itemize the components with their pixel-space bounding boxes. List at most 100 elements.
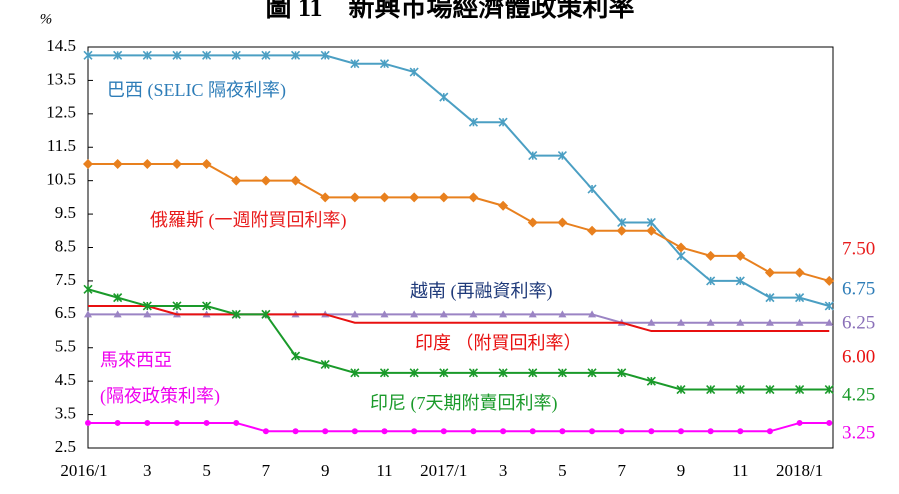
point bbox=[737, 428, 744, 435]
point bbox=[173, 419, 180, 426]
end-value-label: 6.00 bbox=[842, 346, 875, 367]
point bbox=[706, 276, 716, 286]
point bbox=[262, 428, 269, 435]
legend-label: 馬來西亞 bbox=[100, 350, 172, 370]
y-unit: % bbox=[40, 11, 53, 27]
point bbox=[203, 419, 210, 426]
point bbox=[440, 428, 447, 435]
point bbox=[528, 151, 538, 161]
point bbox=[410, 310, 419, 318]
point bbox=[706, 384, 716, 395]
point bbox=[766, 428, 773, 435]
x-tick-label: 2016/1 bbox=[60, 461, 107, 480]
point bbox=[322, 428, 329, 435]
point bbox=[587, 368, 597, 378]
point bbox=[231, 175, 242, 186]
x-tick-label: 11 bbox=[376, 461, 392, 480]
series-line bbox=[88, 304, 830, 333]
point bbox=[142, 301, 152, 311]
point bbox=[498, 200, 509, 211]
point bbox=[528, 310, 537, 318]
point bbox=[320, 192, 331, 203]
point bbox=[498, 368, 508, 378]
point bbox=[349, 192, 360, 203]
point bbox=[795, 384, 805, 395]
point bbox=[707, 428, 714, 435]
point bbox=[470, 428, 477, 435]
point bbox=[646, 225, 657, 236]
point bbox=[527, 217, 538, 228]
point bbox=[794, 267, 805, 278]
point bbox=[172, 50, 182, 60]
x-tick-label: 3 bbox=[499, 461, 508, 480]
point bbox=[439, 310, 448, 318]
y-tick-label: 3.5 bbox=[55, 403, 76, 422]
point bbox=[468, 117, 479, 127]
y-tick-label: 6.5 bbox=[55, 303, 76, 322]
y-tick-label: 14.5 bbox=[46, 36, 76, 55]
point bbox=[290, 351, 301, 361]
x-tick-label: 3 bbox=[143, 461, 152, 480]
end-value-label: 7.50 bbox=[842, 238, 875, 259]
point bbox=[676, 384, 686, 395]
point bbox=[648, 428, 655, 435]
point bbox=[559, 428, 566, 435]
point bbox=[825, 318, 834, 326]
point bbox=[587, 184, 597, 194]
y-tick-label: 4.5 bbox=[55, 370, 76, 389]
point bbox=[202, 50, 212, 60]
end-value-label: 4.25 bbox=[842, 384, 875, 405]
point bbox=[381, 428, 388, 435]
point bbox=[438, 192, 449, 203]
point bbox=[796, 419, 803, 426]
point bbox=[85, 419, 91, 426]
point bbox=[616, 225, 627, 236]
y-tick-label: 13.5 bbox=[46, 69, 76, 88]
y-tick-label: 2.5 bbox=[55, 437, 76, 456]
point bbox=[500, 428, 507, 435]
point bbox=[736, 318, 745, 326]
point bbox=[172, 301, 182, 311]
chart-title: 圖 11 新興市場經濟體政策利率 bbox=[265, 0, 634, 22]
point bbox=[646, 217, 656, 228]
point bbox=[439, 368, 449, 378]
x-tick-label: 11 bbox=[732, 461, 748, 480]
point bbox=[557, 368, 567, 378]
point bbox=[409, 192, 420, 203]
point bbox=[617, 217, 627, 228]
point bbox=[589, 428, 596, 435]
x-tick-label: 2017/1 bbox=[420, 461, 467, 480]
point bbox=[83, 158, 93, 169]
point bbox=[676, 251, 686, 261]
legend-label: 印尼 (7天期附賣回利率) bbox=[370, 393, 558, 414]
point bbox=[320, 359, 330, 370]
series-line bbox=[87, 288, 830, 391]
point bbox=[498, 117, 508, 127]
point bbox=[142, 158, 153, 169]
point bbox=[706, 318, 715, 326]
point bbox=[290, 50, 301, 60]
point bbox=[379, 368, 390, 378]
point bbox=[618, 428, 625, 435]
point bbox=[350, 310, 359, 318]
point bbox=[114, 419, 121, 426]
series-line bbox=[88, 313, 830, 324]
point bbox=[112, 158, 123, 169]
point bbox=[350, 368, 360, 378]
point bbox=[735, 276, 745, 286]
legend-label: 巴西 (SELIC 隔夜利率) bbox=[107, 80, 286, 101]
point bbox=[84, 310, 92, 318]
point bbox=[201, 158, 212, 169]
point bbox=[142, 50, 152, 60]
point bbox=[468, 368, 479, 378]
point bbox=[764, 267, 775, 278]
y-tick-label: 7.5 bbox=[55, 270, 76, 289]
point bbox=[499, 310, 508, 318]
point bbox=[292, 428, 299, 435]
y-tick-label: 9.5 bbox=[55, 203, 76, 222]
end-value-label: 6.75 bbox=[842, 278, 875, 299]
point bbox=[113, 50, 123, 60]
point bbox=[113, 310, 122, 318]
point bbox=[379, 192, 390, 203]
point bbox=[261, 50, 271, 60]
